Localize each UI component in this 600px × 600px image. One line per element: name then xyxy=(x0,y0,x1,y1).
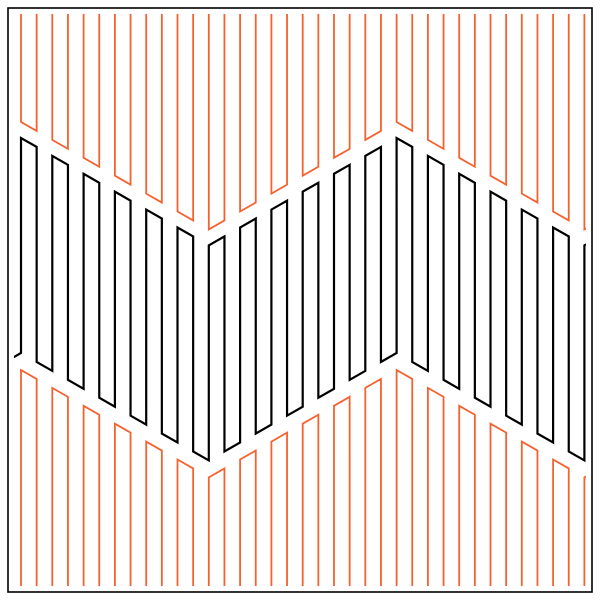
middle-band-serpentine-line xyxy=(14,136,586,463)
top-band-serpentine-line xyxy=(20,14,586,231)
bottom-band-serpentine-line xyxy=(20,368,586,586)
frame-border xyxy=(7,7,593,593)
